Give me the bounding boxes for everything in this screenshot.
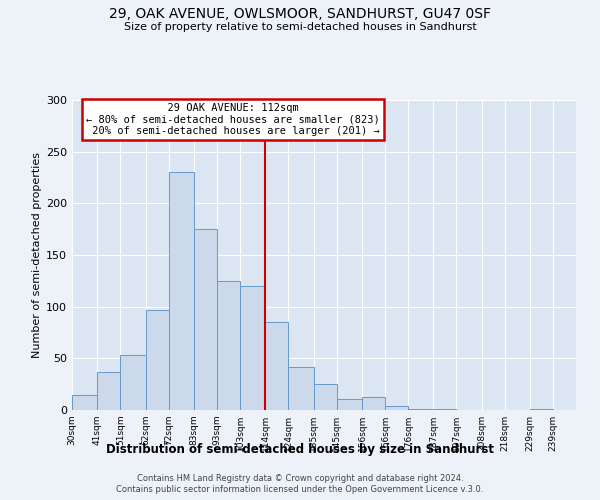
- Bar: [337, 398, 362, 410]
- Bar: [217, 281, 240, 410]
- Bar: [72, 394, 97, 410]
- Text: 29, OAK AVENUE, OWLSMOOR, SANDHURST, GU47 0SF: 29, OAK AVENUE, OWLSMOOR, SANDHURST, GU4…: [109, 8, 491, 22]
- Bar: [240, 286, 265, 410]
- Bar: [194, 229, 217, 410]
- Bar: [289, 366, 314, 410]
- Text: Size of property relative to semi-detached houses in Sandhurst: Size of property relative to semi-detach…: [124, 22, 476, 32]
- Bar: [530, 409, 553, 410]
- Y-axis label: Number of semi-detached properties: Number of semi-detached properties: [32, 152, 42, 358]
- Text: Contains public sector information licensed under the Open Government Licence v.: Contains public sector information licen…: [116, 485, 484, 494]
- Bar: [362, 396, 385, 410]
- Text: 29 OAK AVENUE: 112sqm  
← 80% of semi-detached houses are smaller (823)
 20% of : 29 OAK AVENUE: 112sqm ← 80% of semi-deta…: [86, 103, 380, 136]
- Bar: [121, 355, 146, 410]
- Bar: [97, 372, 121, 410]
- Text: Contains HM Land Registry data © Crown copyright and database right 2024.: Contains HM Land Registry data © Crown c…: [137, 474, 463, 483]
- Bar: [408, 409, 433, 410]
- Bar: [146, 310, 169, 410]
- Bar: [169, 172, 194, 410]
- Bar: [265, 322, 289, 410]
- Bar: [385, 406, 408, 410]
- Text: Distribution of semi-detached houses by size in Sandhurst: Distribution of semi-detached houses by …: [106, 442, 494, 456]
- Bar: [314, 384, 337, 410]
- Bar: [433, 409, 457, 410]
